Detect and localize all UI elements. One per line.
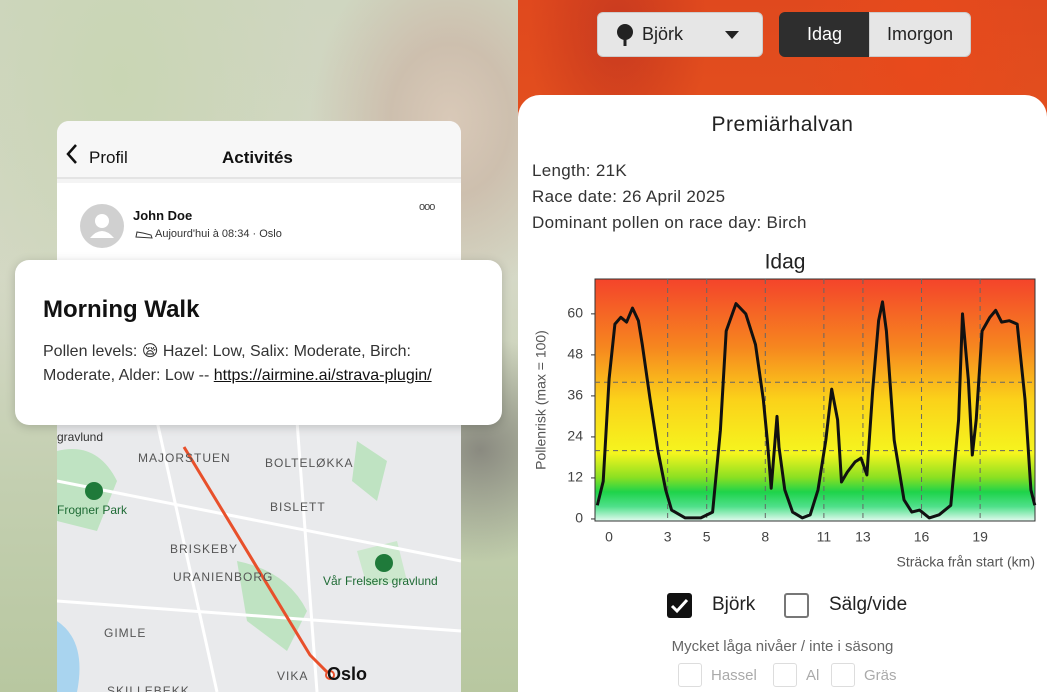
y-tick-label: 24 <box>567 428 583 444</box>
map-label: Vår Frelsers gravlund <box>323 574 438 588</box>
x-tick-label: 13 <box>855 529 871 545</box>
race-detail: Race date: 26 April 2025 <box>532 187 726 206</box>
more-menu[interactable]: ooo <box>419 201 435 213</box>
post-link[interactable]: https://airmine.ai/strava-plugin/ <box>213 367 432 384</box>
map-label: Frogner Park <box>57 503 128 517</box>
y-axis-label: Pollenrisk (max = 100) <box>533 330 549 470</box>
y-tick-label: 0 <box>575 510 583 526</box>
strava-panel: Profil Activités John Doe Aujourd'hui à … <box>0 0 518 692</box>
x-axis-label: Sträcka från start (km) <box>897 554 1035 570</box>
nav-bar: Profil Activités <box>57 121 461 179</box>
inactive-note: Mycket låga nivåer / inte i säsong <box>671 638 894 655</box>
tab[interactable]: Imorgon <box>869 12 971 57</box>
data-line <box>595 300 1037 520</box>
tab-selected[interactable]: Idag <box>779 12 870 57</box>
pollen-dropdown[interactable]: Björk <box>597 12 763 57</box>
activity-meta: Aujourd'hui à 08:34 · Oslo <box>155 228 282 240</box>
y-tick-label: 12 <box>567 469 583 485</box>
y-tick-label: 60 <box>567 305 583 321</box>
map-label: BOLTELØKKA <box>265 456 354 470</box>
inactive-label: Hassel <box>711 667 757 684</box>
inactive-label: Gräs <box>864 667 897 684</box>
map-label: BISLETT <box>270 500 326 514</box>
checkbox-disabled <box>678 663 702 687</box>
toggle-label[interactable]: Sälg/vide <box>829 594 908 615</box>
chart-title: Idag <box>765 251 806 274</box>
post-title: Morning Walk <box>43 296 200 323</box>
map-label: URANIENBORG <box>173 570 274 584</box>
post-text: Pollen levels: 😪 Hazel: Low, Salix: Mode… <box>43 340 474 388</box>
activity-header: John Doe Aujourd'hui à 08:34 · Oslo ooo <box>57 183 461 263</box>
checkbox-checked[interactable] <box>667 593 692 618</box>
checkbox-disabled <box>773 663 797 687</box>
chart: Idag Pollenrisk (max = 100) Sträcka från… <box>533 251 1037 570</box>
nav-title: Activités <box>222 148 293 167</box>
y-tick-label: 36 <box>567 387 583 403</box>
x-tick-label: 11 <box>817 529 832 545</box>
avatar[interactable] <box>80 204 124 248</box>
x-tick-label: 5 <box>703 529 711 545</box>
post-body: Pollen levels: 😪 Hazel: Low, Salix: Mode… <box>43 343 411 384</box>
shoe-icon <box>135 231 153 239</box>
y-tick-label: 48 <box>567 346 583 362</box>
map-label: SKILLEBEKK <box>107 684 190 692</box>
map-label: VIKA <box>277 669 309 683</box>
pollen-panel: Björk Idag Imorgon Premiärhalvan Length:… <box>518 0 1047 692</box>
x-tick-label: 0 <box>605 529 613 545</box>
map-shapes <box>57 421 461 692</box>
race-detail: Length: 21K <box>532 161 627 180</box>
x-tick-label: 8 <box>761 529 769 545</box>
map-label: MAJORSTUEN <box>138 451 231 465</box>
map-label: GIMLE <box>104 626 147 640</box>
map: gravlund MAJORSTUEN BOLTELØKKA Frogner P… <box>57 421 461 692</box>
post-card: Morning Walk Pollen levels: 😪 Hazel: Low… <box>15 260 502 425</box>
map-label: BRISKEBY <box>170 542 239 556</box>
x-tick-label: 3 <box>664 529 672 545</box>
x-tick-label: 16 <box>914 529 930 545</box>
checkbox[interactable] <box>784 593 809 618</box>
dropdown-label: Björk <box>642 24 684 44</box>
checkbox-disabled <box>831 663 855 687</box>
athlete-name[interactable]: John Doe <box>133 208 193 223</box>
inactive-label: Al <box>806 667 820 684</box>
back-link[interactable]: Profil <box>89 148 128 167</box>
back-arrow[interactable] <box>65 143 79 165</box>
tree-icon <box>617 23 633 46</box>
dropdown-caret <box>725 30 740 39</box>
race-name: Premiärhalvan <box>711 113 854 136</box>
x-tick-label: 19 <box>972 529 988 545</box>
map-label: Oslo <box>327 664 368 684</box>
legend-label[interactable]: Björk <box>712 594 756 615</box>
race-detail: Dominant pollen on race day: Birch <box>532 213 807 232</box>
race-details: Length: 21K Race date: 26 April 2025 Dom… <box>532 158 807 236</box>
map-label: gravlund <box>57 430 104 444</box>
activity-card: Profil Activités John Doe Aujourd'hui à … <box>57 121 461 692</box>
